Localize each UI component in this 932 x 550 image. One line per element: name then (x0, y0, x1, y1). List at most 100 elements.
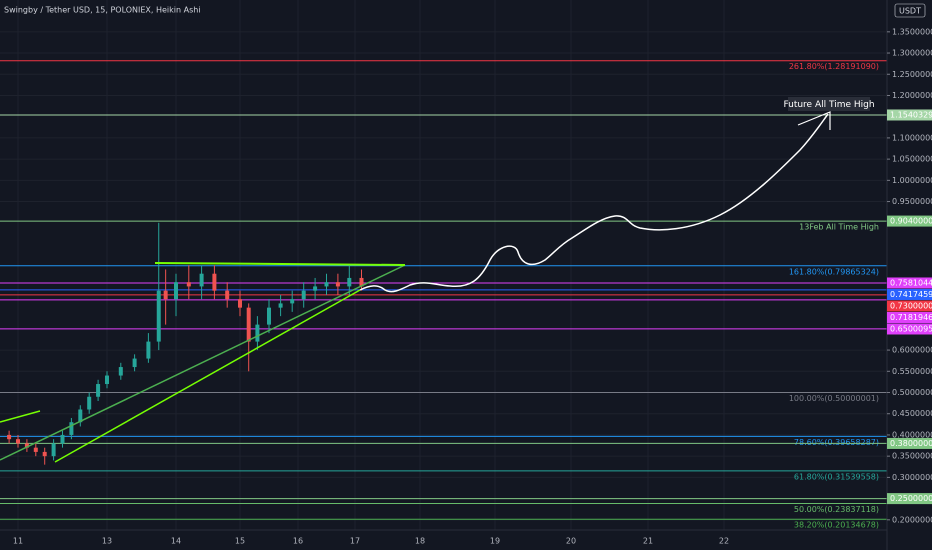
candle-body (96, 384, 101, 397)
candle-body (225, 290, 230, 300)
level-text: 13Feb All Time High (799, 223, 879, 232)
currency: USDT (899, 7, 921, 16)
price-tag-label: 1.15403293 (890, 110, 932, 119)
candle-body (324, 282, 329, 287)
candle-body (335, 282, 340, 287)
candle-body (246, 307, 251, 342)
price-tag (887, 493, 932, 505)
x-tick-label: 17 (350, 537, 360, 546)
candle-body (69, 422, 74, 435)
candle-body (199, 273, 204, 287)
y-tick-label: 0.50000000 (892, 388, 932, 397)
price-tag (887, 215, 932, 227)
arrow-head (797, 111, 831, 130)
price-tag-label: 0.73000001 (890, 301, 932, 310)
y-tick-label: 0.30000000 (892, 473, 932, 482)
price-tag-label: 0.65000952 (890, 324, 932, 333)
annotation-box (788, 97, 870, 111)
y-tick-label: 0.35000000 (892, 452, 932, 461)
candles (7, 222, 364, 465)
y-tick-label: 0.45000000 (892, 409, 932, 418)
trend-line (154, 262, 406, 266)
x-tick-label: 18 (415, 537, 425, 546)
price-tag-label: 0.25000000 (890, 494, 932, 503)
candle-body (212, 273, 217, 291)
y-tick-label: 0.95000000 (892, 197, 932, 206)
level-text: 100.00%(0.50000001) (789, 394, 879, 403)
candle-body (87, 396, 92, 410)
drawings (0, 111, 831, 463)
y-tick-label: 1.35000000 (892, 27, 932, 36)
candle-body (267, 307, 271, 325)
candle-body (174, 282, 178, 300)
x-tick-label: 15 (235, 537, 245, 546)
y-tick-label: 1.25000000 (892, 70, 932, 79)
price-tag (887, 300, 932, 312)
y-tick-label: 0.55000000 (892, 367, 932, 376)
price-tag-label: 0.74174591 (890, 290, 932, 299)
candle-body (313, 286, 318, 291)
y-tick-label: 1.30000000 (892, 49, 932, 58)
candle-body (186, 282, 191, 287)
level-text: 261.80%(1.28191090) (789, 62, 879, 71)
price-tag (887, 109, 932, 121)
level-text: 78.60%(0.39658287) (794, 438, 879, 447)
x-tick-label: 14 (171, 537, 181, 546)
candle-body (60, 434, 65, 444)
candle-body (146, 341, 151, 359)
annotation: Future All Time High (783, 100, 874, 110)
price-tag (887, 437, 932, 449)
y-tick-label: 0.20000000 (892, 515, 932, 524)
levels: 261.80%(1.28191090) 13Feb All Time High 16… (0, 60, 887, 530)
x-tick-label: 19 (490, 537, 500, 546)
candle-body (24, 443, 29, 448)
candle-body (105, 375, 109, 385)
level-text: 50.00%(0.23837118) (794, 505, 879, 514)
y-tick-label: 1.05000000 (892, 155, 932, 164)
level-text: 61.80%(0.31539558) (794, 472, 879, 481)
projection-path (359, 113, 829, 293)
chart-title: Swingby / Tether USD, 15, POLONIEX, Heik… (4, 6, 201, 15)
y-tick-label: 1.20000000 (892, 91, 932, 100)
price-tag (887, 311, 932, 323)
candle-body (118, 367, 123, 376)
trend-line (0, 264, 406, 461)
candle-body (359, 277, 364, 287)
candle-body (156, 290, 161, 342)
y-tick-label: 1.00000000 (892, 176, 932, 185)
price-tag (887, 277, 932, 289)
candle-body (301, 290, 306, 300)
currency-box (894, 3, 926, 18)
candle-body (290, 299, 295, 304)
candle-body (42, 451, 47, 457)
candle-body (163, 290, 168, 300)
candle-body (78, 409, 83, 423)
candle-body (278, 303, 283, 308)
candle-body (238, 299, 242, 308)
x-tick-label: 11 (13, 537, 23, 546)
candle-body (347, 277, 352, 287)
trend-line (0, 410, 41, 423)
level-text: 161.80%(0.79865324) (789, 267, 879, 276)
level-text: 38.20%(0.20134678) (794, 521, 879, 530)
trend-line (54, 289, 361, 463)
x-tick-label: 22 (719, 537, 729, 546)
candle-body (51, 443, 56, 457)
price-tag (887, 323, 932, 335)
x-tick-label: 13 (102, 537, 112, 546)
x-tick-label: 20 (566, 537, 576, 546)
candle-body (255, 324, 260, 342)
price-tag-label: 0.71819467 (890, 313, 932, 322)
candle-body (132, 358, 137, 368)
y-tick-label: 1.10000000 (892, 133, 932, 142)
candle-body (7, 434, 12, 440)
y-tick-label: 0.40000000 (892, 430, 932, 439)
candle-body (16, 439, 20, 444)
x-tick-label: 16 (293, 537, 303, 546)
